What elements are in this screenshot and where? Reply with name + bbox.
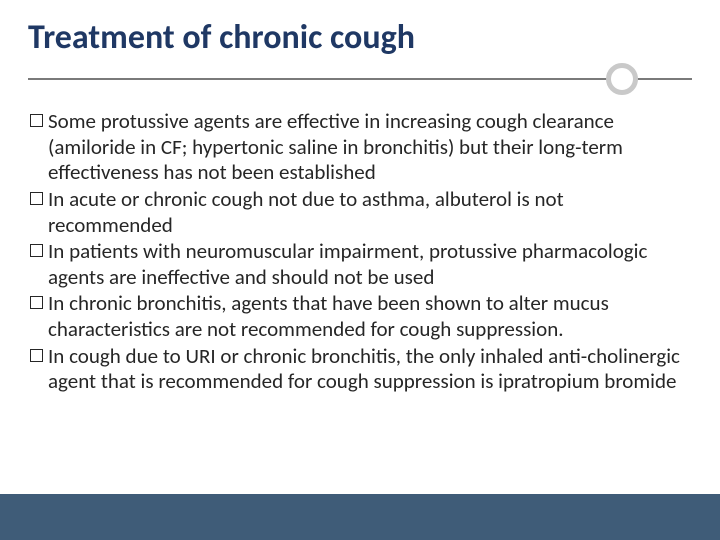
list-item: Some protussive agents are effective in …: [30, 109, 690, 186]
bullet-text: In cough due to URI or chronic bronchiti…: [48, 344, 690, 395]
bottom-bar: [0, 494, 720, 540]
square-bullet-icon: [30, 296, 43, 309]
bullet-text: In acute or chronic cough not due to ast…: [48, 187, 690, 238]
title-rule: [28, 63, 692, 95]
title-region: Treatment of chronic cough: [28, 18, 692, 95]
list-item: In chronic bronchitis, agents that have …: [30, 291, 690, 342]
bullet-text: In chronic bronchitis, agents that have …: [48, 291, 690, 342]
content-region: Some protussive agents are effective in …: [28, 109, 692, 395]
slide-title: Treatment of chronic cough: [28, 18, 692, 63]
bullet-text: In patients with neuromuscular impairmen…: [48, 239, 690, 290]
square-bullet-icon: [30, 244, 43, 257]
title-line: [28, 78, 692, 80]
list-item: In patients with neuromuscular impairmen…: [30, 239, 690, 290]
square-bullet-icon: [30, 114, 43, 127]
bullet-text: Some protussive agents are effective in …: [48, 109, 690, 186]
slide: Treatment of chronic cough Some protussi…: [0, 0, 720, 540]
title-circle-icon: [606, 63, 638, 95]
list-item: In cough due to URI or chronic bronchiti…: [30, 344, 690, 395]
square-bullet-icon: [30, 192, 43, 205]
square-bullet-icon: [30, 349, 43, 362]
list-item: In acute or chronic cough not due to ast…: [30, 187, 690, 238]
